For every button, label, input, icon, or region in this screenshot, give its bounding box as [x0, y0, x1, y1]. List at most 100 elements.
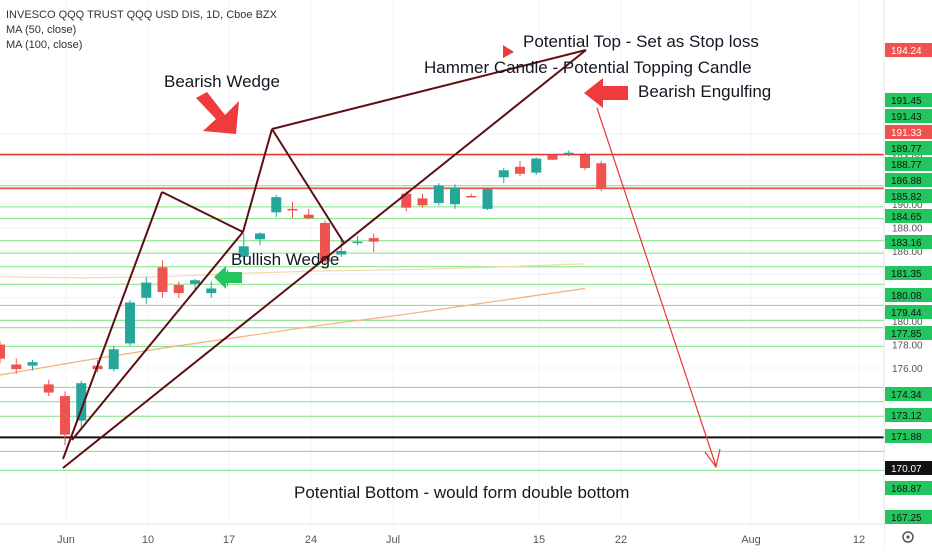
price-level-badge-text: 173.12: [891, 411, 922, 422]
price-level-badge-text: 181.35: [891, 269, 922, 280]
price-level-badge-text: 191.45: [891, 96, 922, 107]
bearish-wedge-label: Bearish Wedge: [164, 72, 280, 91]
projection-arrowhead: [704, 448, 721, 469]
candle-up[interactable]: [531, 158, 542, 173]
price-level-badge: [885, 157, 932, 171]
bearish-wedge-arrow-icon: [196, 92, 239, 134]
candle-down[interactable]: [157, 267, 168, 292]
price-level-badge: [885, 189, 932, 203]
price-level-badge: [885, 387, 932, 401]
candle-up[interactable]: [108, 349, 119, 370]
candle-down[interactable]: [0, 344, 5, 359]
price-axis-tick-label: 190.00: [892, 200, 923, 211]
time-axis-tick-label: 17: [223, 534, 235, 546]
price-axis-tick-label: 176.00: [892, 364, 923, 375]
price-level-badge: [885, 173, 932, 187]
candle-up[interactable]: [352, 241, 363, 244]
settings-gear-icon[interactable]: [902, 531, 914, 543]
price-level-badge: [885, 481, 932, 495]
candle-up[interactable]: [125, 302, 135, 344]
candle-up[interactable]: [206, 288, 217, 294]
candle-up[interactable]: [190, 280, 200, 284]
price-level-badge: [885, 305, 932, 319]
candle-down[interactable]: [320, 222, 330, 262]
price-level-badge-text: 177.85: [891, 329, 922, 340]
price-level-badge-text: 191.33: [891, 128, 922, 139]
price-level-badge: [885, 326, 932, 340]
time-axis-tick-label: 22: [615, 534, 627, 546]
candle-up[interactable]: [498, 170, 509, 178]
candle-up[interactable]: [271, 197, 282, 213]
bearish-engulfing-arrow-icon: [584, 78, 628, 108]
candle-up[interactable]: [482, 188, 493, 209]
candle-up[interactable]: [450, 187, 460, 205]
price-level-badge: [885, 93, 932, 107]
candle-down[interactable]: [43, 384, 54, 393]
price-level-badge-text: 168.87: [891, 484, 922, 495]
price-level-badge: [885, 235, 932, 249]
candle-up[interactable]: [336, 251, 347, 255]
candle-up[interactable]: [255, 233, 265, 240]
candle-down[interactable]: [303, 214, 314, 219]
hammer-candle-label: Hammer Candle - Potential Topping Candle: [424, 58, 752, 77]
price-level-badge-text: 184.65: [891, 212, 922, 223]
bearish-engulfing-label: Bearish Engulfing: [638, 82, 771, 101]
candle-down[interactable]: [173, 284, 184, 294]
long-trend-line: [62, 49, 587, 469]
candle-down[interactable]: [596, 163, 607, 189]
bearish-wedge-left-line: [242, 128, 273, 233]
time-axis-tick-label: Jul: [386, 534, 400, 546]
time-axis-tick-label: 24: [305, 534, 317, 546]
price-level-badge: [885, 288, 932, 302]
bullish-wedge-label: Bullish Wedge: [231, 250, 339, 269]
candle-down[interactable]: [417, 198, 428, 206]
price-level-badge: [885, 109, 932, 123]
candle-down[interactable]: [466, 196, 477, 198]
candle-down[interactable]: [580, 155, 590, 168]
candle-up[interactable]: [141, 282, 152, 298]
time-axis-tick-label: 10: [142, 534, 154, 546]
time-axis-tick-label: 12: [853, 534, 865, 546]
candle-down[interactable]: [287, 208, 298, 211]
bullish-wedge-lower-line: [71, 231, 244, 441]
bullish-wedge-arrow-icon: [214, 266, 242, 289]
candle-down[interactable]: [547, 155, 558, 160]
price-level-badge-text: 188.77: [891, 160, 922, 171]
time-axis-tick-label: Jun: [57, 534, 75, 546]
price-level-badge: [885, 510, 932, 524]
price-level-badge-text: 186.88: [891, 176, 922, 187]
ma50-line: [0, 263, 586, 279]
price-level-badge: [885, 209, 932, 223]
chart-legend: INVESCO QQQ TRUST QQQ USD DIS, 1D, Cboe …: [6, 8, 277, 53]
candle-down[interactable]: [515, 166, 525, 174]
time-axis-tick-label: 15: [533, 534, 545, 546]
settings-gear-icon-center: [906, 535, 910, 539]
price-level-badge: [885, 266, 932, 280]
price-level-badge: [885, 429, 932, 443]
candle-down[interactable]: [368, 238, 379, 242]
time-axis-tick-label: Aug: [741, 534, 761, 546]
candle-up[interactable]: [27, 362, 38, 366]
bearish-wedge-upper-line: [271, 49, 587, 130]
candle-up[interactable]: [433, 185, 444, 204]
price-level-badge-text: 194.24: [891, 46, 922, 57]
candle-down[interactable]: [401, 193, 412, 208]
symbol-title: INVESCO QQQ TRUST QQQ USD DIS, 1D, Cboe …: [6, 9, 277, 21]
price-level-badge-text: 189.77: [891, 144, 922, 155]
price-level-badge-text: 171.88: [891, 432, 922, 443]
bullish-wedge-upper-line: [62, 191, 163, 460]
candle-down[interactable]: [60, 396, 70, 435]
price-axis-tick-label: 180.00: [892, 317, 923, 328]
price-level-badge-text: 185.82: [891, 192, 922, 203]
time-axis[interactable]: [0, 524, 884, 550]
candle-up[interactable]: [76, 383, 87, 421]
potential-bottom-label: Potential Bottom - would form double bot…: [294, 483, 629, 502]
ma100-legend: MA (100, close): [6, 39, 83, 51]
candle-up[interactable]: [563, 152, 574, 155]
candle-down[interactable]: [11, 364, 22, 370]
price-level-badge: [885, 408, 932, 422]
price-level-badge-text: 191.43: [891, 112, 922, 123]
candle-up[interactable]: [238, 246, 249, 257]
